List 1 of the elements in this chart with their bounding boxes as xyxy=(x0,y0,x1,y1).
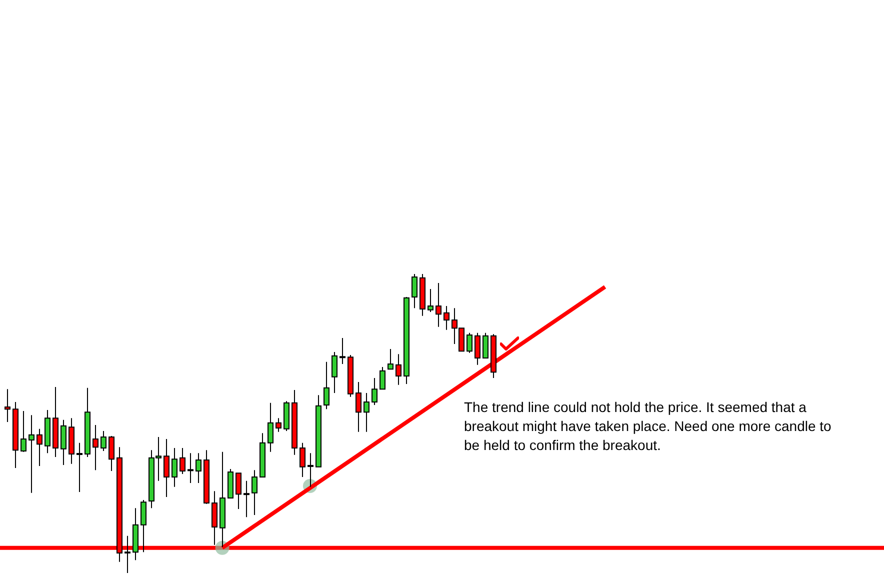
annotation: The trend line could not hold the price. It seemed that a breakout might have taken place. Need one more candle to be held to confirm the breakout. xyxy=(464,398,832,455)
